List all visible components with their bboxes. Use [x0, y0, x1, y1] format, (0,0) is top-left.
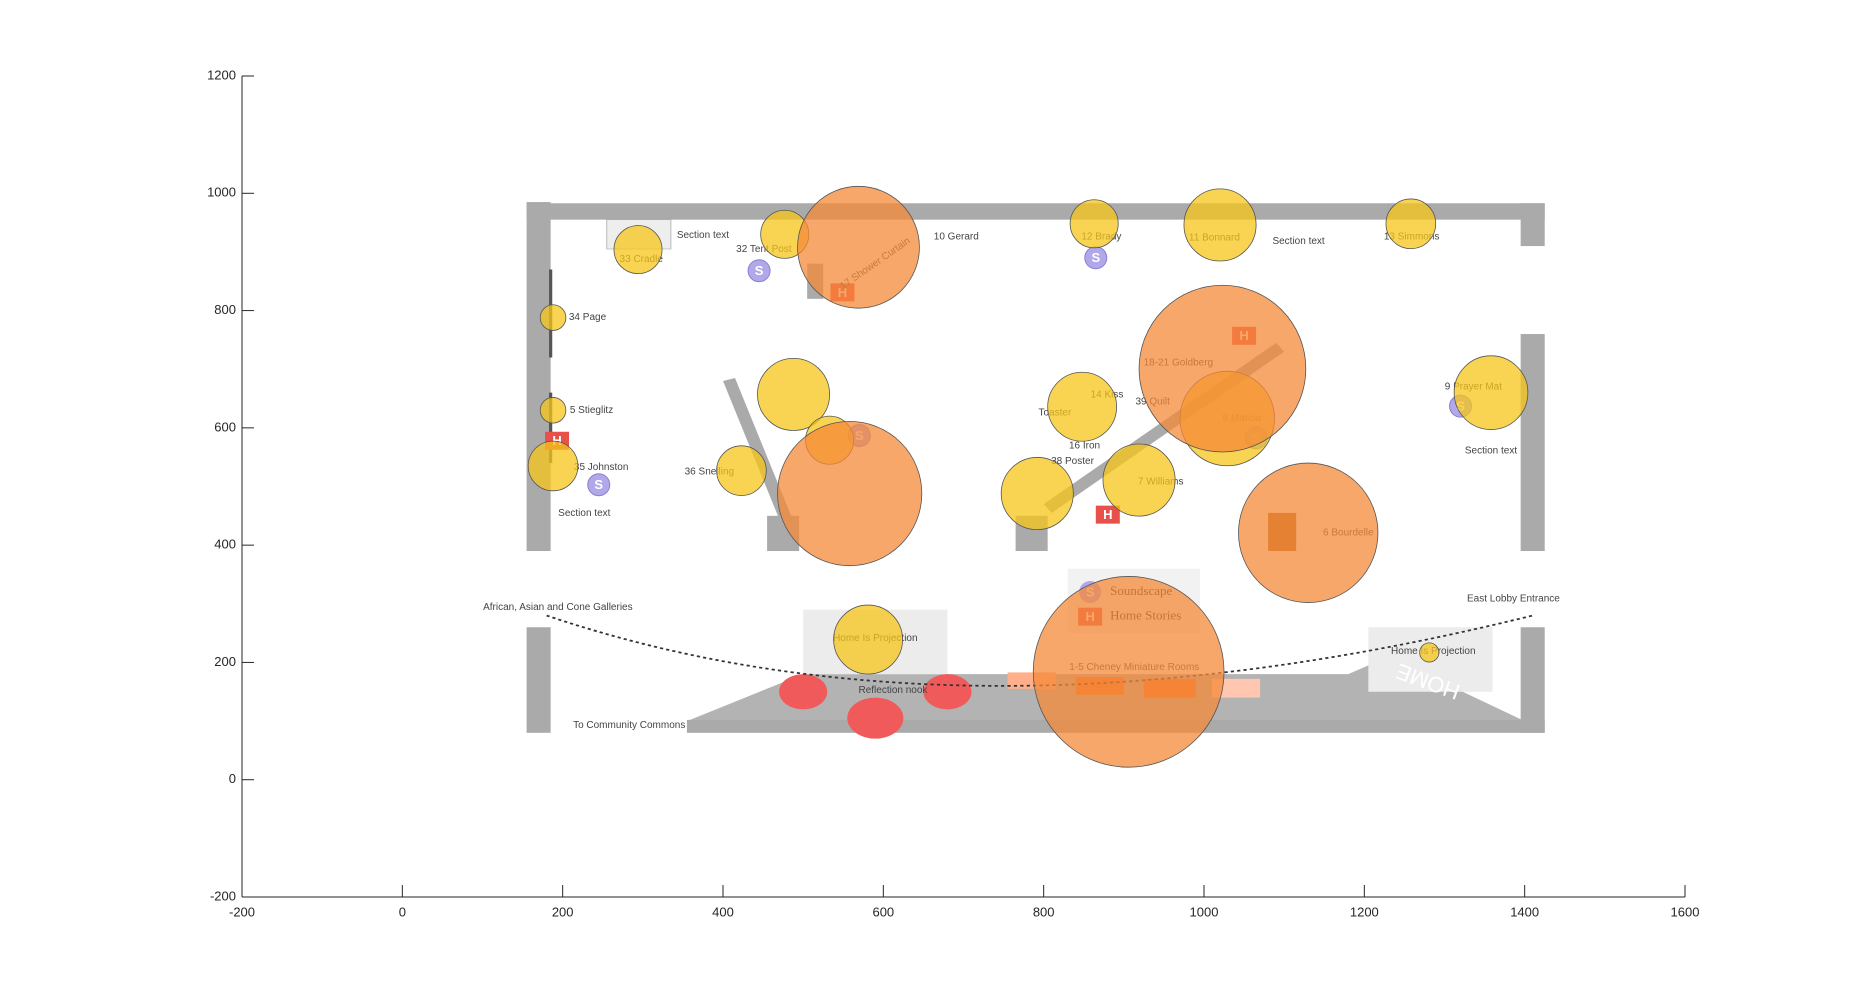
- wall: [723, 378, 792, 519]
- y-tick-label: 200: [214, 654, 236, 669]
- x-tick-label: -200: [229, 904, 255, 919]
- home-stories-icon: [1095, 505, 1120, 524]
- annotation: 35 Johnston: [574, 462, 629, 473]
- x-tick-label: 800: [1033, 904, 1055, 919]
- bubble: [1102, 443, 1176, 517]
- annotation: Section text: [1272, 236, 1324, 247]
- bubble: [833, 604, 903, 675]
- annotation: 38 Poster: [1051, 456, 1094, 467]
- annotation: Section text: [677, 230, 729, 241]
- icon-letter: H: [1103, 507, 1112, 522]
- x-tick-label: 1400: [1510, 904, 1539, 919]
- y-tick-label: 1200: [207, 67, 236, 82]
- x-tick-label: 400: [712, 904, 734, 919]
- y-tick-label: 1000: [207, 185, 236, 200]
- nook-seat: [847, 697, 904, 739]
- soundscape-icon: [747, 259, 771, 283]
- wall: [526, 627, 551, 733]
- bubble: [797, 185, 920, 309]
- bubble: [539, 397, 567, 424]
- nook-seat: [779, 674, 828, 710]
- bubble: [716, 445, 767, 496]
- icon-letter: S: [755, 263, 764, 278]
- annotation: Reflection nook: [858, 685, 928, 696]
- annotation: To Community Commons: [573, 720, 685, 731]
- y-tick-label: 0: [229, 771, 236, 786]
- bubble: [1138, 284, 1307, 453]
- soundscape-icon: [587, 473, 611, 497]
- bubble: [1419, 642, 1440, 663]
- annotation: 36 Snelling: [685, 466, 734, 477]
- wall: [1520, 627, 1545, 733]
- y-tick-label: -200: [210, 888, 236, 903]
- bubble: [1183, 188, 1257, 262]
- bubble: [527, 440, 579, 492]
- room: [1212, 678, 1261, 698]
- x-tick-label: 600: [872, 904, 894, 919]
- bubble: [1069, 199, 1119, 249]
- route: [546, 614, 1534, 687]
- annotation: 10 Gerard: [934, 231, 979, 242]
- annotation: Section text: [1465, 445, 1517, 456]
- bubble: [1000, 457, 1074, 531]
- y-tick-label: 400: [214, 537, 236, 552]
- wall: [526, 202, 551, 552]
- wall: [1520, 334, 1545, 552]
- annotation: Section text: [558, 508, 610, 519]
- x-tick-label: 200: [552, 904, 574, 919]
- bubble: [757, 357, 831, 431]
- annotation: 5 Stieglitz: [570, 405, 613, 416]
- icon-letter: S: [1091, 250, 1100, 265]
- annotation: 32 Tent Post: [736, 244, 792, 255]
- x-tick-label: 0: [399, 904, 406, 919]
- y-tick-label: 800: [214, 302, 236, 317]
- bubble: [613, 225, 663, 275]
- x-tick-label: 1600: [1671, 904, 1700, 919]
- icon-letter: H: [552, 433, 561, 448]
- annotation: African, Asian and Cone Galleries: [483, 602, 633, 613]
- wall: [1520, 203, 1545, 247]
- bubble: [777, 420, 923, 567]
- bubble: [539, 304, 567, 331]
- nook-seat: [923, 674, 972, 710]
- bubble: [1032, 576, 1225, 768]
- annotation: 34 Page: [569, 312, 607, 323]
- x-tick-label: 1000: [1190, 904, 1219, 919]
- annotation: East Lobby Entrance: [1467, 594, 1560, 605]
- bubble: [1238, 462, 1379, 603]
- x-tick-label: 1200: [1350, 904, 1379, 919]
- y-tick-label: 600: [214, 419, 236, 434]
- icon-letter: S: [594, 477, 603, 492]
- annotation: 16 Iron: [1069, 441, 1100, 452]
- bubble: [1453, 355, 1529, 430]
- bubble: [1385, 198, 1437, 250]
- bubble: [1047, 371, 1118, 442]
